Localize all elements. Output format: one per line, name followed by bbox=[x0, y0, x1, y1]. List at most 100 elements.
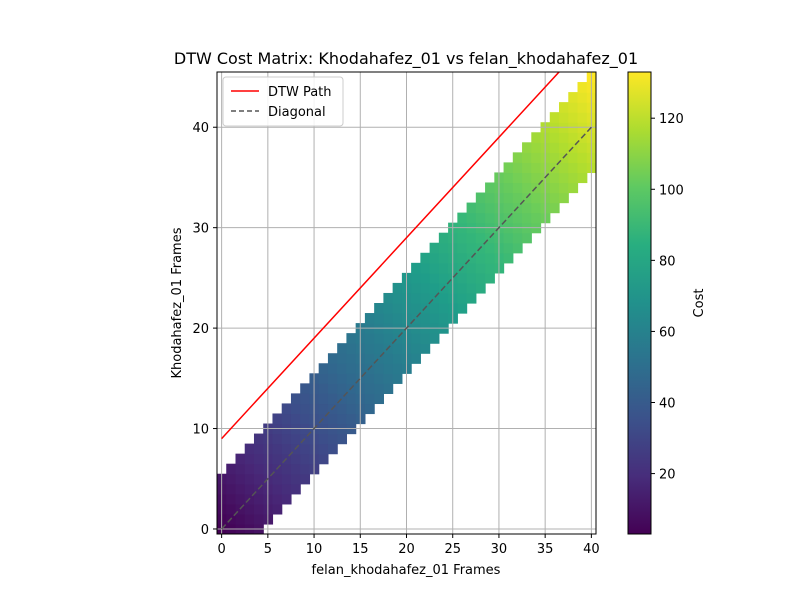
heatmap-cell bbox=[411, 333, 421, 344]
heatmap-cell bbox=[281, 483, 292, 495]
heatmap-cell bbox=[568, 102, 579, 113]
series-line-dtw-path bbox=[221, 72, 561, 440]
heatmap-cell bbox=[429, 333, 440, 344]
heatmap-cell bbox=[522, 152, 532, 163]
heatmap-cell bbox=[522, 182, 532, 194]
heatmap-cell bbox=[235, 483, 246, 495]
colorbar-tick-label: 40 bbox=[659, 397, 676, 412]
heatmap-cell bbox=[411, 303, 421, 314]
heatmap-cell bbox=[281, 493, 292, 505]
heatmap-cell bbox=[457, 242, 468, 254]
heatmap-cell bbox=[457, 232, 468, 244]
heatmap-cell bbox=[346, 413, 357, 425]
heatmap-cell bbox=[429, 262, 440, 274]
heatmap-cell bbox=[485, 242, 495, 254]
heatmap-cell bbox=[503, 242, 514, 254]
heatmap-cell bbox=[411, 292, 421, 304]
heatmap-cell bbox=[420, 313, 431, 324]
heatmap-cell bbox=[383, 373, 394, 384]
heatmap-cell bbox=[411, 353, 421, 364]
heatmap-cell bbox=[383, 303, 394, 314]
heatmap-cell bbox=[281, 413, 292, 425]
x-tick-label: 0 bbox=[217, 542, 225, 557]
heatmap-cell bbox=[383, 353, 394, 364]
heatmap-cell bbox=[337, 403, 348, 415]
heatmap-cell bbox=[253, 473, 264, 485]
heatmap-cell bbox=[568, 162, 579, 174]
heatmap-cell bbox=[281, 473, 292, 485]
heatmap-cell bbox=[244, 453, 255, 465]
heatmap-cell bbox=[392, 343, 403, 354]
heatmap-cell bbox=[327, 353, 338, 364]
heatmap-cell bbox=[337, 373, 348, 384]
heatmap-cell bbox=[559, 112, 569, 123]
heatmap-cell bbox=[346, 343, 357, 354]
heatmap-cell bbox=[290, 473, 301, 485]
heatmap-cell bbox=[226, 493, 237, 505]
heatmap-cell bbox=[577, 172, 588, 184]
heatmap-cell bbox=[429, 252, 440, 264]
heatmap-cell bbox=[559, 192, 569, 204]
heatmap-cell bbox=[392, 282, 403, 294]
heatmap-cell bbox=[364, 333, 375, 344]
heatmap-cell bbox=[346, 373, 357, 384]
heatmap-cell bbox=[235, 493, 246, 505]
heatmap-cell bbox=[272, 443, 283, 455]
heatmap-cell bbox=[337, 353, 348, 364]
heatmap-cell bbox=[281, 443, 292, 455]
colorbar-tick-label: 60 bbox=[659, 325, 676, 340]
heatmap-cell bbox=[466, 272, 477, 284]
heatmap-cell bbox=[485, 212, 495, 224]
heatmap-cell bbox=[438, 272, 449, 284]
heatmap-cell bbox=[290, 483, 301, 495]
legend-label-diagonal: Diagonal bbox=[268, 105, 326, 120]
heatmap-cell bbox=[226, 503, 237, 515]
heatmap-cell bbox=[392, 303, 403, 314]
heatmap-cell bbox=[485, 272, 495, 284]
heatmap-cell bbox=[457, 292, 468, 304]
heatmap-cell bbox=[466, 282, 477, 294]
heatmap-cell bbox=[512, 242, 523, 254]
heatmap-cell bbox=[337, 413, 348, 425]
legend-box bbox=[222, 76, 344, 127]
heatmap-cell bbox=[318, 383, 329, 394]
heatmap-cell bbox=[411, 262, 421, 274]
heatmap-cell bbox=[522, 212, 532, 224]
heatmap-cell bbox=[327, 363, 338, 374]
heatmap-cell bbox=[392, 373, 403, 384]
heatmap-cell bbox=[327, 383, 338, 394]
heatmap-cell bbox=[411, 313, 421, 324]
heatmap-cell bbox=[253, 493, 264, 505]
heatmap-cell bbox=[420, 343, 431, 354]
heatmap-cell bbox=[577, 92, 588, 103]
heatmap-cell bbox=[290, 393, 301, 405]
heatmap-cell bbox=[383, 383, 394, 394]
series-line-diagonal bbox=[221, 126, 592, 530]
heatmap-cell bbox=[438, 292, 449, 304]
heatmap-cell bbox=[503, 182, 514, 194]
heatmap-cell bbox=[300, 463, 311, 475]
heatmap-cell bbox=[272, 433, 283, 445]
heatmap-cell bbox=[318, 453, 329, 465]
heatmap-cell bbox=[522, 162, 532, 174]
heatmap-cell bbox=[429, 282, 440, 294]
heatmap-cell bbox=[522, 202, 532, 214]
heatmap-cell bbox=[244, 503, 255, 515]
heatmap-cell bbox=[392, 292, 403, 304]
grid-lines bbox=[217, 72, 596, 534]
heatmap-cell bbox=[522, 142, 532, 153]
heatmap-cell bbox=[392, 313, 403, 324]
heatmap-cell bbox=[411, 272, 421, 284]
heatmap-cell bbox=[364, 353, 375, 364]
heatmap-cell bbox=[300, 453, 311, 465]
heatmap-cell bbox=[549, 142, 560, 153]
heatmap-cell bbox=[318, 413, 329, 425]
heatmap-cell bbox=[559, 132, 569, 143]
heatmap-cell bbox=[457, 212, 468, 224]
heatmap-cell bbox=[290, 403, 301, 415]
heatmap-cell bbox=[253, 463, 264, 475]
y-tick-label: 40 bbox=[192, 121, 209, 136]
heatmap-cell bbox=[512, 172, 523, 184]
heatmap-cell bbox=[374, 313, 384, 324]
